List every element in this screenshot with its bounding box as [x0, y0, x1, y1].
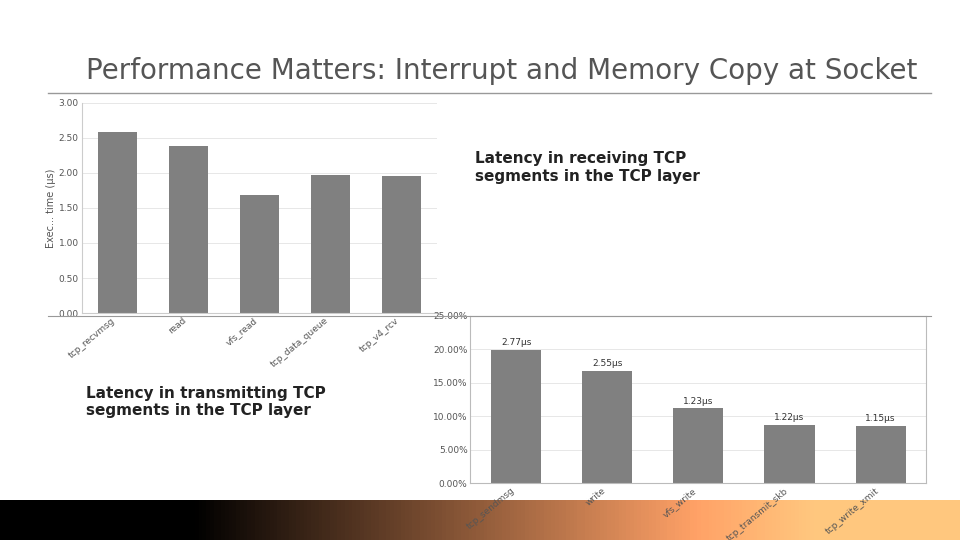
Text: 2.55μs: 2.55μs [592, 359, 622, 368]
Bar [492, 350, 541, 483]
Bar [673, 408, 724, 483]
Bar [382, 176, 420, 313]
Bar [764, 425, 815, 483]
Text: Latency in transmitting TCP
segments in the TCP layer: Latency in transmitting TCP segments in … [86, 386, 326, 418]
Bar [240, 195, 278, 313]
Bar [169, 146, 207, 313]
Bar [582, 371, 633, 483]
Text: 1.15μs: 1.15μs [865, 414, 896, 423]
Text: Performance Matters: Interrupt and Memory Copy at Socket: Performance Matters: Interrupt and Memor… [86, 57, 918, 85]
Bar [98, 132, 136, 313]
Text: 1.23μs: 1.23μs [684, 396, 713, 406]
Text: 1.22μs: 1.22μs [775, 413, 804, 422]
Text: Latency in receiving TCP
segments in the TCP layer: Latency in receiving TCP segments in the… [475, 151, 700, 184]
Y-axis label: Exec... time (μs): Exec... time (μs) [46, 168, 56, 247]
Bar [855, 426, 905, 483]
Text: 2.77μs: 2.77μs [501, 339, 532, 347]
Bar [311, 175, 349, 313]
